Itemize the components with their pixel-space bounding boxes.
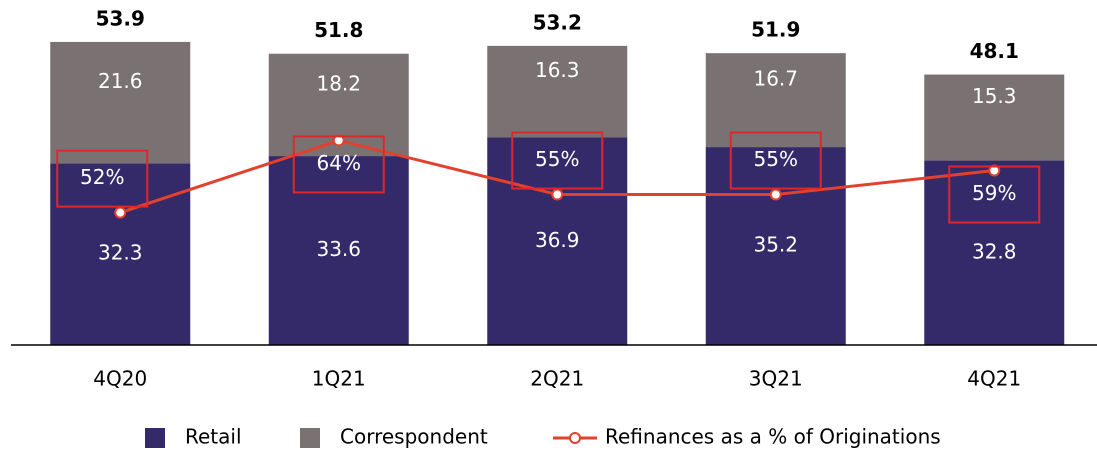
line-value-label: 52% (80, 165, 124, 189)
line-point (769, 188, 782, 201)
segment-label: 36.9 (535, 228, 580, 252)
segment-label: 35.2 (753, 233, 798, 257)
legend-label: Retail (185, 425, 242, 449)
segment-label: 32.8 (972, 239, 1017, 263)
legend-swatch (145, 428, 165, 448)
label-box (729, 131, 822, 190)
segment-label: 32.3 (98, 241, 143, 265)
legend-label: Correspondent (340, 425, 488, 449)
total-label: 51.9 (751, 18, 800, 42)
total-label: 51.8 (314, 18, 363, 42)
line-value-label: 55% (754, 147, 798, 171)
bar-segment (487, 137, 628, 345)
line-value-label: 55% (535, 147, 579, 171)
segment-label: 15.3 (972, 84, 1017, 108)
bar-segment (705, 53, 846, 148)
line-value-label: 64% (317, 151, 361, 175)
bar-segment (50, 41, 191, 164)
x-tick-label: 4Q20 (93, 367, 147, 391)
segment-label: 16.7 (753, 67, 798, 91)
total-label: 53.9 (96, 6, 145, 30)
legend-marker (569, 432, 581, 444)
label-box (292, 135, 385, 194)
bar-segment (487, 45, 628, 138)
bar-segment (705, 147, 846, 345)
label-box (948, 165, 1041, 224)
total-label: 48.1 (970, 39, 1019, 63)
legend-label: Refinances as a % of Originations (605, 425, 941, 449)
label-box (511, 131, 604, 190)
line-point (551, 188, 564, 201)
bar-segment (924, 74, 1065, 161)
label-box (56, 149, 149, 208)
total-label: 53.2 (533, 10, 582, 34)
x-tick-label: 4Q21 (967, 367, 1021, 391)
segment-label: 16.3 (535, 58, 580, 82)
line-value-label: 59% (972, 181, 1016, 205)
bar-segment (924, 160, 1065, 345)
bar-segment (50, 163, 191, 345)
bar-segment (268, 156, 409, 345)
legend-swatch (300, 428, 320, 448)
segment-label: 33.6 (316, 237, 361, 261)
line-point (114, 206, 127, 219)
x-tick-label: 1Q21 (312, 367, 366, 391)
segment-label: 18.2 (316, 71, 361, 95)
segment-label: 21.6 (98, 69, 143, 93)
x-tick-label: 2Q21 (530, 367, 584, 391)
x-tick-label: 3Q21 (749, 367, 803, 391)
